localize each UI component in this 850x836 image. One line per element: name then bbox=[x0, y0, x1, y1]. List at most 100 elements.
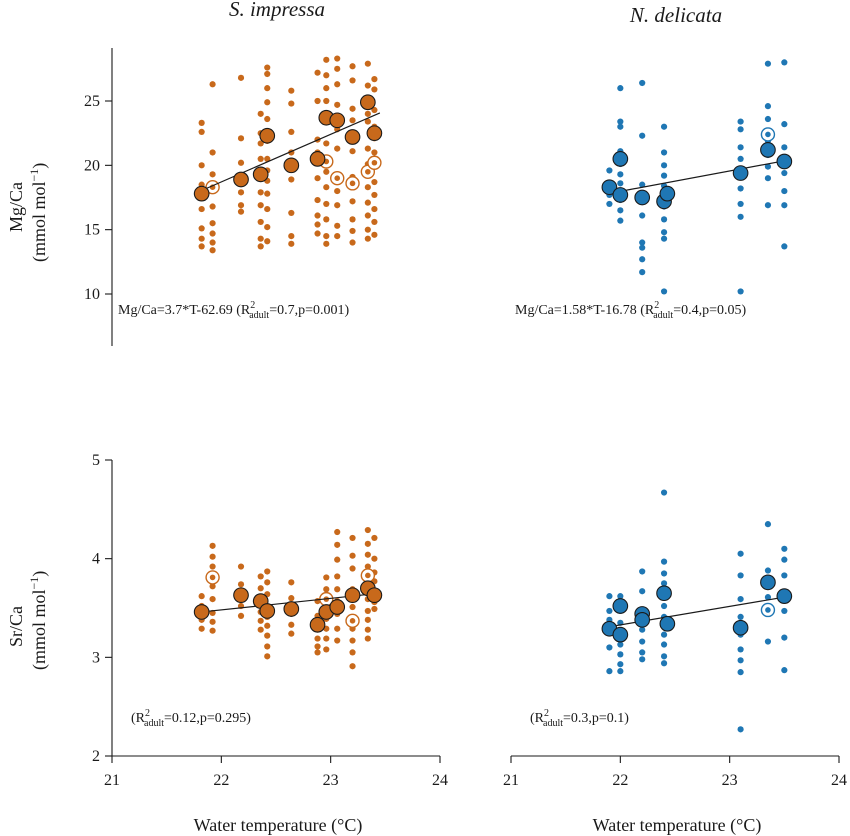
data-point bbox=[257, 140, 264, 147]
mean-marker bbox=[283, 157, 300, 174]
data-point bbox=[364, 145, 371, 152]
data-point bbox=[314, 69, 321, 76]
data-point bbox=[288, 176, 295, 183]
data-point bbox=[660, 558, 668, 565]
data-point bbox=[349, 552, 356, 559]
data-point bbox=[737, 185, 744, 192]
mean-marker bbox=[612, 151, 629, 167]
data-point bbox=[334, 81, 341, 88]
data-point bbox=[660, 489, 668, 496]
x-tick-label-24: 24 bbox=[432, 772, 448, 789]
data-point bbox=[237, 135, 245, 142]
data-point bbox=[781, 667, 788, 674]
data-point bbox=[639, 656, 646, 663]
data-point bbox=[364, 616, 371, 623]
data-point bbox=[617, 651, 624, 658]
data-point bbox=[209, 81, 216, 88]
equation-s-impressa-srca: (R2 adult=0.12,p=0.295) bbox=[131, 708, 251, 729]
data-point bbox=[264, 99, 271, 106]
data-point bbox=[781, 545, 788, 552]
data-point bbox=[364, 110, 371, 117]
mean-marker bbox=[344, 587, 361, 604]
data-point bbox=[660, 235, 668, 242]
data-point bbox=[323, 56, 330, 63]
data-point bbox=[209, 220, 216, 227]
open-mean-center bbox=[765, 131, 771, 138]
data-point bbox=[198, 593, 205, 600]
mg-ylabel-line2: (mmol mol−1) bbox=[27, 163, 50, 262]
x-tick-label-23: 23 bbox=[722, 772, 738, 789]
data-point bbox=[237, 581, 245, 588]
data-point bbox=[660, 570, 668, 577]
data-point bbox=[209, 563, 216, 570]
data-point bbox=[764, 115, 772, 123]
data-point bbox=[639, 79, 646, 87]
data-point bbox=[334, 202, 341, 209]
data-point bbox=[264, 190, 271, 197]
xlabel-left: Water temperature (°C) bbox=[194, 815, 363, 836]
regression-line bbox=[201, 112, 381, 192]
mean-marker bbox=[309, 151, 326, 167]
data-point bbox=[237, 612, 245, 619]
data-point bbox=[764, 202, 772, 209]
data-point bbox=[323, 646, 330, 653]
data-point bbox=[237, 208, 245, 215]
data-point bbox=[198, 128, 205, 135]
x-tick-label-23: 23 bbox=[323, 772, 339, 789]
mean-marker bbox=[612, 626, 629, 643]
data-point bbox=[198, 162, 205, 169]
data-point bbox=[364, 626, 371, 633]
data-point bbox=[257, 189, 264, 196]
data-point bbox=[323, 72, 330, 79]
data-point bbox=[334, 528, 341, 536]
data-point bbox=[364, 563, 371, 570]
data-point bbox=[237, 189, 245, 196]
data-point bbox=[371, 218, 378, 226]
data-point bbox=[209, 239, 216, 246]
data-point bbox=[606, 668, 613, 675]
data-point bbox=[660, 653, 668, 660]
y-tick-label-5: 5 bbox=[92, 452, 100, 469]
mean-marker bbox=[776, 588, 793, 605]
data-point bbox=[209, 583, 216, 590]
mean-marker bbox=[309, 616, 326, 633]
mean-marker bbox=[776, 153, 793, 170]
data-point bbox=[371, 149, 378, 156]
data-point bbox=[264, 70, 271, 78]
data-point bbox=[606, 200, 613, 208]
data-point bbox=[334, 145, 341, 152]
data-point bbox=[264, 115, 271, 123]
data-point bbox=[660, 123, 668, 130]
mean-marker bbox=[259, 603, 276, 619]
data-point bbox=[209, 596, 216, 603]
data-point bbox=[334, 573, 341, 580]
mean-marker bbox=[329, 112, 346, 129]
data-point bbox=[781, 202, 788, 209]
data-point bbox=[364, 184, 371, 191]
mean-marker bbox=[329, 599, 346, 615]
data-point bbox=[606, 644, 613, 651]
data-point bbox=[288, 579, 295, 586]
data-point bbox=[323, 200, 330, 208]
mean-marker bbox=[193, 604, 210, 620]
data-point bbox=[371, 86, 378, 93]
data-point bbox=[334, 637, 341, 644]
data-point bbox=[314, 196, 321, 204]
data-point bbox=[209, 149, 216, 156]
panel-n-delicata-mgca bbox=[601, 59, 793, 295]
data-point bbox=[764, 594, 772, 601]
data-point bbox=[349, 117, 356, 124]
data-point bbox=[198, 243, 205, 250]
data-point bbox=[349, 663, 356, 670]
data-point bbox=[371, 555, 378, 562]
data-point bbox=[323, 85, 330, 92]
data-point bbox=[660, 149, 668, 156]
data-point bbox=[764, 60, 772, 67]
data-point bbox=[349, 198, 356, 205]
data-point bbox=[334, 101, 341, 108]
data-point bbox=[349, 534, 356, 542]
data-point bbox=[617, 661, 624, 668]
data-point bbox=[737, 144, 744, 151]
data-point bbox=[334, 556, 341, 563]
data-point bbox=[314, 635, 321, 642]
